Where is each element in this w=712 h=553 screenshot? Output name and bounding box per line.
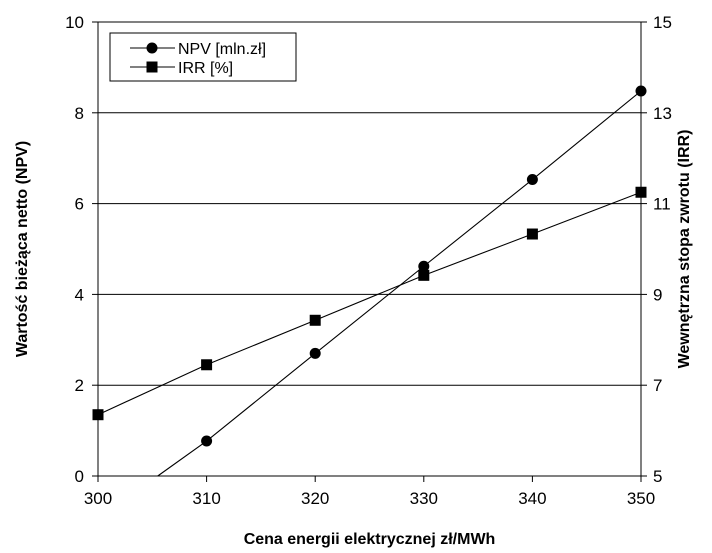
y-right-tick-label: 9 <box>653 285 662 304</box>
y-left-tick-label: 8 <box>75 104 84 123</box>
series-npv <box>157 85 647 477</box>
data-point <box>309 314 321 326</box>
x-axis-title: Cena energii elektrycznej zł/MWh <box>244 531 496 548</box>
legend-item: NPV [mln.zł] <box>130 41 266 58</box>
series-irr <box>92 186 647 421</box>
y-left-tick-label: 2 <box>75 376 84 395</box>
series <box>92 85 647 477</box>
data-point <box>635 186 647 198</box>
x-tick-label: 340 <box>518 489 546 508</box>
y-left-axis-title: Wartość bieżąca netto (NPV) <box>14 141 31 357</box>
data-point <box>92 409 104 421</box>
data-point <box>201 435 213 447</box>
legend: NPV [mln.zł] IRR [%] <box>109 32 297 82</box>
y-right-tick-label: 13 <box>653 104 672 123</box>
y-right-tick-label: 11 <box>653 195 671 214</box>
series-line <box>97 191 642 416</box>
y-left-tick-label: 6 <box>75 195 84 214</box>
data-point <box>309 347 321 359</box>
x-tick-label: 310 <box>192 489 220 508</box>
data-point <box>526 228 538 240</box>
legend-box <box>109 32 297 82</box>
x-tick-label: 350 <box>627 489 655 508</box>
y-right-axis-title: Wewnętrzna stopa zwrotu (IRR) <box>676 130 693 369</box>
x-tick-label: 320 <box>301 489 329 508</box>
y-right-tick-label: 7 <box>653 376 662 395</box>
grid-lines <box>98 21 641 477</box>
x-tick-label: 300 <box>84 489 112 508</box>
y-left-tick-label: 10 <box>65 13 84 32</box>
legend-marker <box>146 61 158 73</box>
axis-ticks: 300 310 320 330 340 350 0 2 4 6 8 10 5 7 9 11 13 15 <box>65 13 672 508</box>
y-left-tick-label: 4 <box>75 285 84 304</box>
legend-label: IRR [%] <box>178 60 233 77</box>
plot-frame <box>97 21 642 477</box>
y-right-tick-label: 5 <box>653 467 662 486</box>
x-tick-label: 330 <box>410 489 438 508</box>
legend-item: IRR [%] <box>130 60 233 77</box>
y-right-tick-label: 15 <box>653 13 672 32</box>
data-point <box>201 359 213 371</box>
data-point <box>418 269 430 281</box>
series-line <box>157 90 642 477</box>
legend-marker <box>146 42 158 54</box>
data-point <box>635 85 647 97</box>
y-left-tick-label: 0 <box>75 467 84 486</box>
data-point <box>418 260 430 272</box>
data-point <box>526 174 538 186</box>
legend-label: NPV [mln.zł] <box>178 41 266 58</box>
